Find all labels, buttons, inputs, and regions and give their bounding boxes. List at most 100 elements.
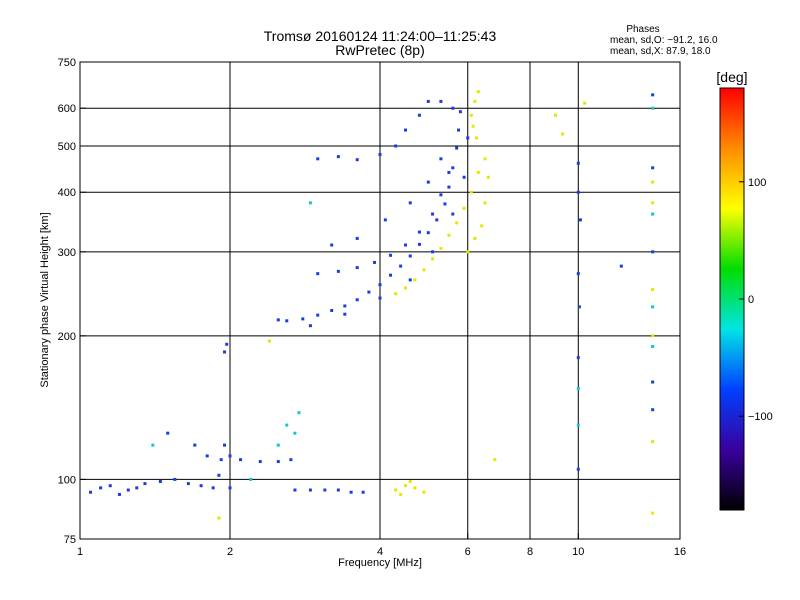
data-point-O [367, 290, 371, 294]
data-point-O [193, 443, 197, 447]
x-tick-label: 16 [674, 546, 686, 558]
data-point-O [217, 473, 221, 477]
data-point-other [285, 423, 289, 427]
data-point-O [426, 231, 430, 235]
data-point-X [403, 286, 407, 290]
colorbar-tick-label: −100 [748, 411, 773, 423]
data-point-O [126, 488, 130, 492]
data-point-O [457, 128, 461, 132]
data-point-X [413, 486, 417, 490]
data-point-O [373, 260, 377, 264]
data-point-O [143, 482, 147, 486]
data-point-O [316, 157, 320, 161]
y-tick-label: 500 [58, 141, 76, 153]
data-point-other [249, 477, 253, 481]
data-point-O [651, 250, 655, 254]
data-point-O [383, 218, 387, 222]
data-point-O [378, 283, 382, 287]
data-point-O [651, 166, 655, 170]
x-tick-label: 2 [227, 546, 233, 558]
data-point-O [205, 454, 209, 458]
data-point-O [117, 492, 121, 496]
data-points [89, 90, 655, 520]
data-point-X [493, 458, 497, 462]
data-point-O [447, 170, 451, 174]
data-point-O [576, 190, 580, 194]
data-point-X [651, 511, 655, 515]
colorbar-tick-label: 0 [748, 294, 754, 306]
data-point-O [355, 158, 359, 162]
data-point-X [651, 440, 655, 444]
data-point-other [151, 443, 155, 447]
x-tick-label: 10 [572, 546, 584, 558]
data-point-O [239, 458, 243, 462]
data-point-O [336, 269, 340, 273]
y-tick-label: 300 [58, 247, 76, 259]
data-point-O [455, 146, 459, 150]
data-point-O [577, 305, 581, 309]
chart-subtitle: RwPretec (8p) [335, 42, 424, 58]
data-point-O [361, 490, 365, 494]
data-point-O [186, 482, 190, 486]
data-point-O [403, 128, 407, 132]
data-point-O [408, 278, 412, 282]
data-point-X [217, 516, 221, 520]
data-point-O [316, 272, 320, 276]
data-point-other [576, 423, 580, 427]
y-tick-label: 600 [58, 103, 76, 115]
data-point-X [475, 136, 479, 140]
data-point-O [576, 161, 580, 165]
data-point-X [486, 175, 490, 179]
data-point-O [451, 166, 455, 170]
data-point-X [651, 180, 655, 184]
data-point-O [426, 180, 430, 184]
x-axis-label: Frequency [MHz] [338, 557, 422, 569]
data-point-X [447, 233, 451, 237]
data-point-X [553, 113, 557, 117]
x-tick-label: 1 [77, 546, 83, 558]
data-point-O [451, 106, 455, 110]
y-tick-label: 400 [58, 187, 76, 199]
y-tick-label: 100 [58, 474, 76, 486]
data-point-other [308, 201, 312, 205]
data-point-other [651, 344, 655, 348]
data-point-O [293, 488, 297, 492]
data-point-O [330, 308, 334, 312]
colorbar-ticks: 100 0 −100 [739, 177, 773, 423]
data-point-O [458, 110, 462, 114]
data-point-X [651, 288, 655, 292]
data-point-other [297, 411, 301, 415]
data-point-O [308, 488, 312, 492]
data-point-O [308, 324, 312, 328]
data-point-O [349, 490, 353, 494]
colorbar-tick-label: 100 [748, 177, 766, 189]
data-point-O [276, 318, 280, 322]
data-point-X [431, 257, 435, 261]
data-point-O [576, 356, 580, 360]
x-tick-label: 6 [465, 546, 471, 558]
chart-title: Tromsø 20160124 11:24:00–11:25:43 [264, 28, 497, 44]
colorbar [719, 87, 745, 511]
data-point-O [466, 136, 470, 140]
data-point-O [578, 218, 582, 222]
y-tick-label: 750 [58, 57, 76, 69]
data-point-O [316, 313, 320, 317]
data-point-O [355, 298, 359, 302]
data-point-X [466, 250, 470, 254]
data-point-O [228, 454, 232, 458]
data-point-O [336, 155, 340, 159]
data-point-X [394, 292, 398, 296]
data-point-O [576, 272, 580, 276]
data-point-O [394, 144, 398, 148]
data-point-O [135, 486, 139, 490]
data-point-X [561, 132, 565, 136]
data-point-O [323, 488, 327, 492]
y-axis-label: Stationary phase Virtual Height [km] [39, 212, 51, 387]
grid-lines [80, 62, 680, 539]
data-point-X [473, 236, 477, 240]
data-point-O [451, 212, 455, 216]
data-point-X [422, 268, 426, 272]
data-point-X [408, 479, 412, 483]
data-point-X [422, 490, 426, 494]
